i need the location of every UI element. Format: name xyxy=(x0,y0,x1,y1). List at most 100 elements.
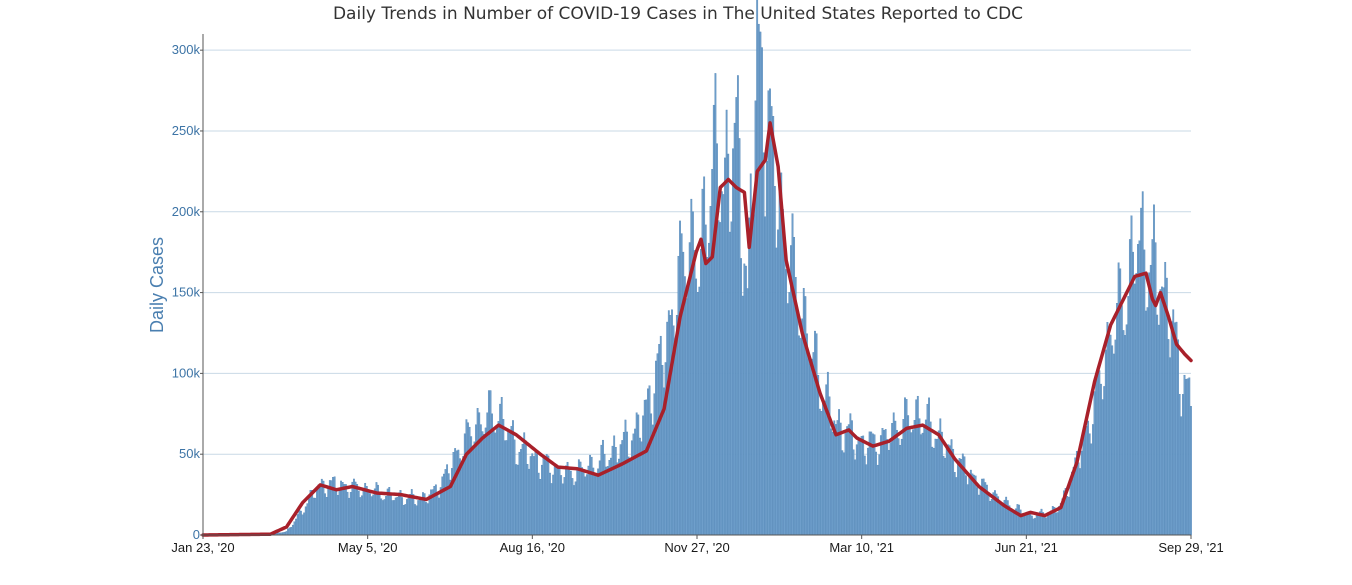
daily-case-bar xyxy=(324,493,326,536)
daily-case-bar xyxy=(478,412,481,536)
daily-case-bar xyxy=(769,88,771,536)
daily-case-bar xyxy=(561,483,564,536)
y-tick-label-250k: 250k xyxy=(172,123,201,138)
daily-case-bar xyxy=(888,450,890,536)
daily-case-bar xyxy=(695,278,698,536)
daily-case-bar xyxy=(1002,504,1004,536)
moving-average-line xyxy=(201,121,1193,537)
daily-case-bar xyxy=(356,484,359,536)
daily-case-bar xyxy=(367,489,370,536)
daily-case-bar xyxy=(648,385,651,536)
daily-case-bar xyxy=(553,464,556,536)
daily-case-bar xyxy=(504,440,506,536)
daily-case-bar xyxy=(287,528,289,536)
daily-case-bar xyxy=(767,90,770,536)
daily-case-bar xyxy=(1077,462,1080,536)
daily-case-bar xyxy=(928,397,930,536)
daily-case-bar xyxy=(568,467,571,536)
daily-case-bar xyxy=(1117,262,1120,536)
daily-case-bar xyxy=(875,451,877,536)
daily-case-bar xyxy=(796,311,799,536)
daily-case-bar xyxy=(534,450,537,536)
daily-case-bar xyxy=(783,233,786,536)
daily-case-bar xyxy=(1029,512,1032,536)
daily-case-bar xyxy=(595,473,598,536)
daily-case-bar xyxy=(960,458,963,536)
daily-case-bar xyxy=(1098,370,1101,536)
daily-case-bar xyxy=(820,410,823,536)
daily-case-bar xyxy=(614,447,617,536)
daily-case-bar xyxy=(653,393,656,536)
daily-case-bar xyxy=(389,494,392,536)
daily-case-bar xyxy=(1151,239,1154,536)
daily-case-bar xyxy=(1035,515,1038,536)
daily-case-bar xyxy=(320,478,323,536)
daily-case-bar xyxy=(1146,307,1149,536)
daily-case-bar xyxy=(319,483,322,536)
daily-case-bar xyxy=(867,447,869,536)
daily-case-bar xyxy=(555,464,558,536)
chart-title: Daily Trends in Number of COVID-19 Cases… xyxy=(333,4,1023,24)
daily-case-bar xyxy=(762,152,765,536)
y-tick-label-150k: 150k xyxy=(172,285,201,300)
daily-case-bar xyxy=(1162,287,1165,536)
daily-case-bar xyxy=(839,422,842,536)
daily-case-bar xyxy=(929,421,932,536)
daily-case-bar xyxy=(412,494,415,536)
daily-case-bar xyxy=(1172,309,1175,536)
daily-case-bar xyxy=(863,455,866,536)
daily-case-bar xyxy=(1103,386,1106,536)
daily-case-bar xyxy=(1108,326,1110,536)
daily-case-bar xyxy=(1034,517,1036,536)
daily-case-bar xyxy=(1111,345,1114,536)
daily-case-bar xyxy=(732,148,734,536)
daily-case-bar xyxy=(626,431,628,536)
daily-case-bar xyxy=(285,531,288,536)
daily-case-bar xyxy=(494,432,497,536)
daily-case-bar xyxy=(706,257,709,536)
daily-case-bar xyxy=(545,454,548,536)
daily-case-bar xyxy=(394,497,397,536)
daily-case-bar xyxy=(560,475,563,536)
daily-case-bar xyxy=(396,497,399,536)
daily-case-bar xyxy=(549,472,551,536)
daily-case-bar xyxy=(1167,339,1170,536)
daily-case-bar xyxy=(418,498,421,536)
daily-case-bar xyxy=(647,388,649,536)
daily-case-bar xyxy=(857,436,860,536)
daily-case-bar xyxy=(1116,303,1118,536)
daily-case-bar xyxy=(957,464,959,536)
daily-case-bar xyxy=(941,431,943,536)
daily-case-bar xyxy=(1018,504,1020,536)
daily-case-bar xyxy=(526,463,529,536)
daily-case-bar xyxy=(720,191,723,536)
daily-case-bar xyxy=(565,465,567,536)
daily-case-bar xyxy=(971,473,974,536)
daily-case-bar xyxy=(1043,517,1046,536)
daily-case-bar xyxy=(728,231,731,536)
daily-case-bar xyxy=(457,449,460,536)
daily-case-bar xyxy=(362,487,365,536)
daily-case-bar xyxy=(391,500,394,536)
daily-case-bar xyxy=(679,220,681,536)
daily-case-bar xyxy=(621,440,624,536)
daily-case-bar xyxy=(846,426,849,536)
daily-case-bar xyxy=(643,399,646,536)
daily-case-bar xyxy=(1161,286,1163,536)
daily-case-bar xyxy=(539,478,542,536)
daily-case-bar xyxy=(475,424,477,536)
daily-case-bar xyxy=(905,399,908,536)
daily-case-bar xyxy=(1092,424,1094,536)
daily-case-bar xyxy=(661,365,664,536)
y-tick-label-0: 0 xyxy=(193,527,200,542)
daily-case-bar xyxy=(756,0,759,536)
daily-case-bar xyxy=(571,478,574,536)
daily-case-bar xyxy=(671,309,673,536)
daily-case-bar xyxy=(428,494,431,536)
daily-case-bar xyxy=(373,488,376,536)
daily-case-bar xyxy=(674,343,677,536)
daily-case-bar xyxy=(288,527,291,536)
daily-case-bar xyxy=(346,491,349,536)
daily-case-bar xyxy=(1185,379,1188,536)
daily-case-bar xyxy=(791,213,794,536)
